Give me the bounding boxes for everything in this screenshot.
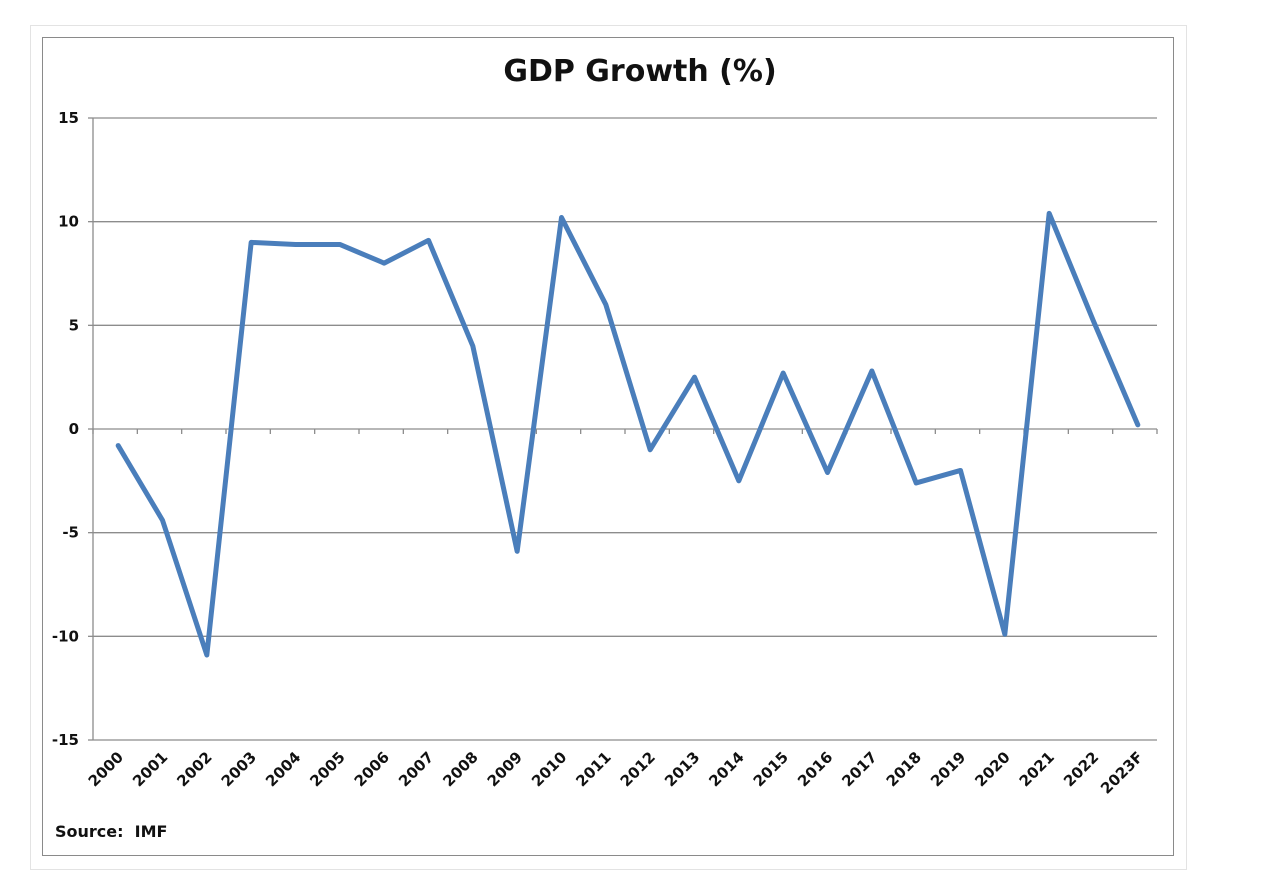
x-tick-label: 2013 — [661, 748, 703, 790]
y-tick-label: -10 — [52, 627, 79, 645]
y-tick-label: -5 — [62, 524, 79, 542]
x-tick-label: 2016 — [794, 748, 836, 790]
x-tick-label: 2010 — [528, 748, 570, 790]
x-tick-label: 2014 — [705, 748, 747, 790]
x-tick-label: 2021 — [1016, 748, 1058, 790]
chart-frame — [42, 37, 1174, 856]
x-tick-label: 2007 — [395, 748, 437, 790]
y-tick-label: 15 — [58, 109, 79, 127]
chart-title: GDP Growth (%) — [503, 54, 777, 89]
x-tick-label: 2018 — [883, 748, 925, 790]
x-tick-label: 2003 — [218, 748, 260, 790]
x-tick-label: 2000 — [85, 748, 127, 790]
source-note: Source: IMF — [55, 822, 168, 841]
y-tick-label: 5 — [69, 316, 79, 334]
x-tick-label: 2020 — [971, 748, 1013, 790]
x-tick-label: 2023F — [1097, 748, 1146, 797]
y-tick-label: -15 — [52, 731, 79, 749]
x-tick-label: 2017 — [838, 748, 880, 790]
y-tick-label: 0 — [69, 420, 79, 438]
x-tick-label: 2015 — [750, 748, 792, 790]
gdp-growth-line — [115, 210, 1141, 658]
x-tick-label: 2004 — [262, 748, 304, 790]
x-tick-label: 2019 — [927, 748, 969, 790]
x-tick-label: 2005 — [306, 748, 348, 790]
x-tick-label: 2002 — [173, 748, 215, 790]
x-tick-label: 2006 — [351, 748, 393, 790]
x-tick-label: 2012 — [617, 748, 659, 790]
x-tick-label: 2001 — [129, 748, 171, 790]
x-tick-label: 2022 — [1060, 748, 1102, 790]
x-tick-label: 2008 — [439, 748, 481, 790]
x-tick-label: 2011 — [572, 748, 614, 790]
outer-frame — [30, 25, 1187, 870]
y-tick-label: 10 — [58, 213, 79, 231]
x-tick-label: 2009 — [484, 748, 526, 790]
